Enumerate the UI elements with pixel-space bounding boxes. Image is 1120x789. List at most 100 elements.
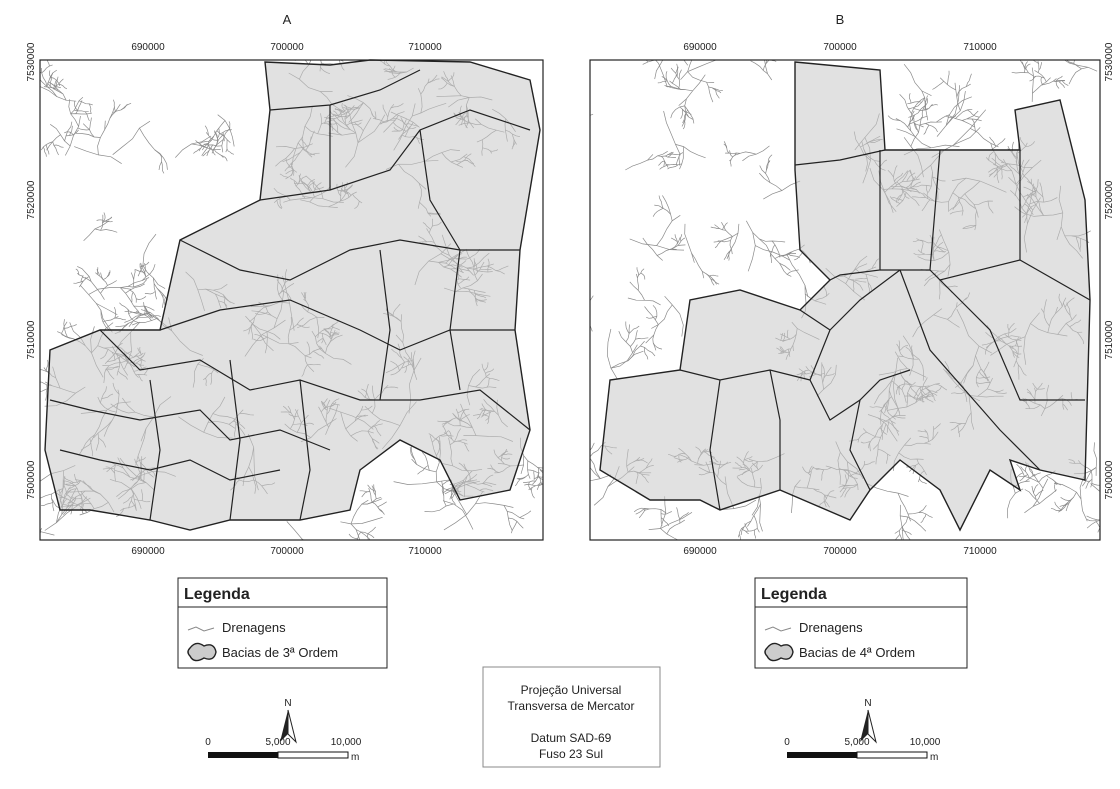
drainage [665,163,682,166]
drainage [691,252,705,279]
drainage [919,121,942,126]
drainage [629,281,645,301]
drainage [635,337,649,340]
drainage [133,269,136,280]
drainage [161,161,165,174]
legend-item: Bacias de 4ª Ordem [799,645,915,660]
panel-label: A [283,12,292,27]
drainage [1093,442,1098,476]
drainage [553,321,562,322]
north-label: N [864,698,871,709]
drainage [0,542,10,543]
drainage [1068,50,1076,54]
drainage [0,527,4,538]
drainage [551,490,562,502]
drainage [722,222,728,230]
drainage [1115,517,1120,519]
legend-title: Legenda [761,586,827,603]
drainage [89,117,92,130]
drainage [659,164,670,170]
drainage [1068,66,1089,85]
drainage [57,331,75,340]
drainage [652,342,663,350]
drainage [655,60,668,88]
drainage [625,154,654,171]
drainage [546,112,555,117]
drainage [646,315,657,319]
drainage [967,109,979,118]
drainage [1063,60,1098,72]
drainage [737,526,745,538]
drainage [217,133,224,143]
drainage [350,499,369,525]
drainage [135,316,149,320]
drainage [759,165,771,183]
drainage [1061,80,1069,86]
drainage [0,508,2,515]
drainage [519,510,532,519]
drainage [287,30,295,37]
scale-label: 5,000 [844,737,869,748]
legend-line-icon [187,626,215,632]
drainage [1054,483,1082,500]
drainage [144,291,156,295]
drainage [0,529,2,534]
drainage [565,490,577,491]
basin-divide [269,69,421,111]
basin-divide [59,449,281,481]
drainage [1052,479,1061,486]
drainage [786,269,799,275]
drainage [650,20,661,54]
drainage [895,118,912,132]
drainage [1024,63,1031,70]
drainage [543,119,550,122]
drainage [537,467,543,469]
drainage [95,303,113,333]
drainage [908,93,912,104]
drainage [12,519,16,532]
drainage [9,536,37,538]
drainage [294,32,303,39]
drainage [444,489,454,495]
drainage [112,120,151,155]
drainage [901,526,904,540]
drainage [9,534,27,536]
drainage [769,244,776,257]
drainage [17,521,19,534]
drainage [665,16,668,33]
drainage [450,479,468,515]
drainage [676,507,681,524]
legend-item: Drenagens [799,620,863,635]
drainage [667,152,684,155]
drainage [104,106,115,130]
drainage [113,306,116,319]
drainage [100,280,117,294]
drainage [0,523,11,531]
drainage [666,519,685,535]
drainage [665,71,668,81]
drainage [2,527,17,546]
drainage [627,340,645,362]
drainage [1040,77,1044,86]
drainage [723,143,730,154]
drainage [745,528,758,532]
drainage [139,261,150,268]
drainage [40,531,42,534]
drainage [51,498,59,509]
drainage [930,104,938,107]
drainage [0,510,6,529]
drainage [64,324,77,329]
scale-unit: m [351,752,359,763]
drainage [115,321,134,328]
drainage [908,105,926,118]
drainage [77,273,87,279]
basin-divide [419,129,461,251]
drainage [53,79,57,90]
drainage [75,268,80,276]
drainage [652,305,658,320]
basin-divide [809,329,911,421]
drainage [971,118,976,133]
drainage [0,527,16,536]
drainage [919,478,927,485]
drainage [40,530,55,536]
